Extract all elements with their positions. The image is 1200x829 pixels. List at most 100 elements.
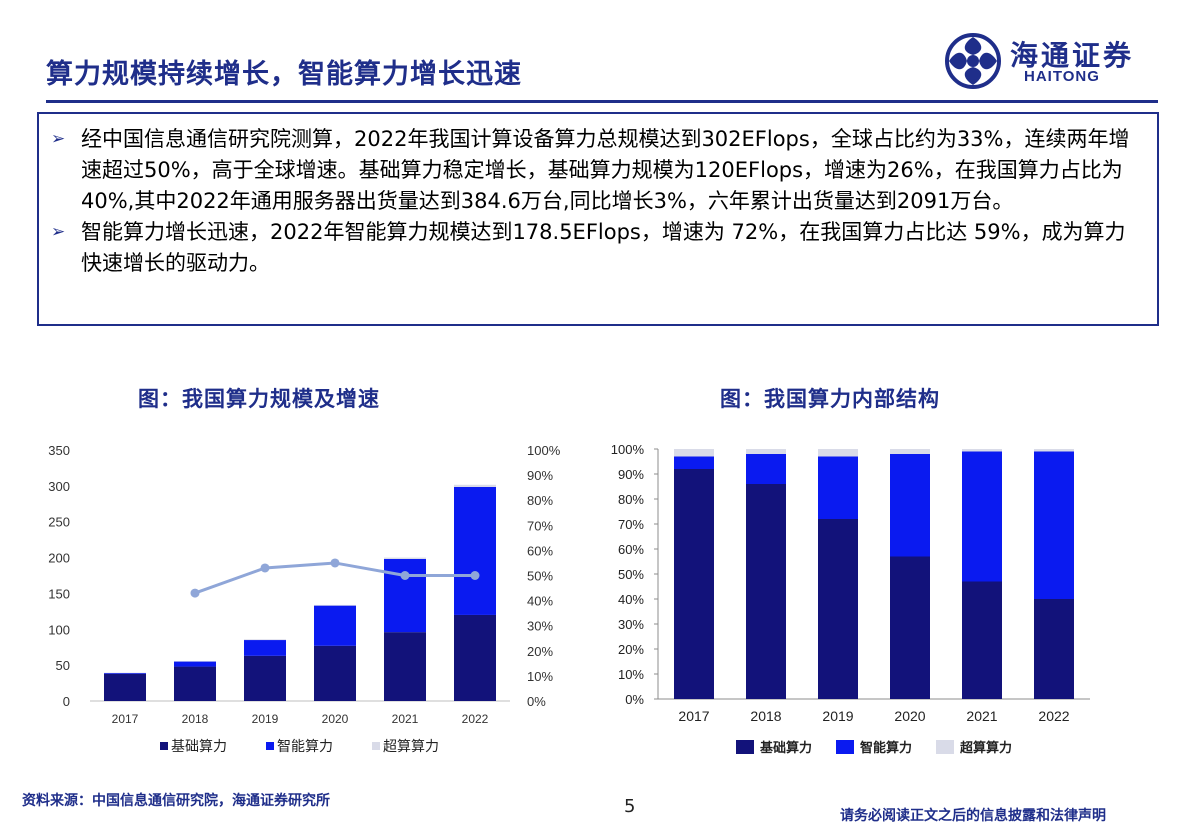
y-tick-label: 100% — [611, 442, 645, 457]
y-tick-label: 30% — [618, 617, 644, 632]
x-tick-label: 2019 — [822, 708, 853, 724]
y-tick-label: 20% — [618, 642, 644, 657]
bar-segment — [674, 469, 714, 699]
bar-segment — [244, 639, 286, 641]
legend-swatch — [266, 742, 274, 750]
bar-segment — [962, 581, 1002, 699]
y2-tick-label: 60% — [527, 543, 553, 558]
bar-segment — [674, 449, 714, 457]
x-tick-label: 2020 — [322, 712, 349, 726]
y-tick-label: 10% — [618, 667, 644, 682]
bar-segment — [818, 449, 858, 457]
bar-segment — [244, 655, 286, 701]
legend-swatch — [372, 742, 380, 750]
x-tick-label: 2018 — [750, 708, 781, 724]
y-tick-label: 200 — [48, 551, 70, 566]
title-divider — [46, 100, 1158, 103]
bar-segment — [104, 673, 146, 674]
summary-box: ➢ 经中国信息通信研究院测算，2022年我国计算设备算力总规模达到302EFlo… — [37, 112, 1159, 326]
legend-label: 超算算力 — [383, 738, 439, 754]
bar-segment — [962, 449, 1002, 452]
growth-point — [260, 563, 270, 573]
legend-label: 超算算力 — [960, 740, 1012, 755]
y-tick-label: 250 — [48, 515, 70, 530]
y2-tick-label: 50% — [527, 569, 553, 584]
y-tick-label: 80% — [618, 492, 644, 507]
bar-segment — [890, 556, 930, 699]
bar-segment — [674, 456, 714, 469]
legal-disclaimer: 请务必阅读正文之后的信息披露和法律声明 — [840, 808, 1106, 824]
bar-segment — [384, 557, 426, 560]
bar-segment — [962, 451, 1002, 582]
legend-label: 基础算力 — [171, 738, 227, 754]
legend-swatch — [836, 740, 854, 754]
x-tick-label: 2021 — [392, 712, 419, 726]
arrow-bullet-icon: ➢ — [51, 129, 66, 149]
page-number: 5 — [624, 796, 636, 817]
x-tick-label: 2022 — [462, 712, 489, 726]
bar-segment — [314, 605, 356, 646]
legend-label: 智能算力 — [277, 738, 333, 754]
bar-segment — [174, 661, 216, 667]
arrow-bullet-icon: ➢ — [51, 222, 66, 242]
y-tick-label: 50% — [618, 567, 644, 582]
growth-point — [470, 571, 480, 580]
y2-tick-label: 10% — [527, 669, 553, 684]
bar-segment — [384, 632, 426, 701]
bar-segment — [314, 645, 356, 701]
bar-segment — [1034, 451, 1074, 599]
bar-segment — [746, 449, 786, 454]
chart2-title: 图：我国算力内部结构 — [720, 387, 940, 411]
y-tick-label: 40% — [618, 592, 644, 607]
bar-segment — [1034, 599, 1074, 699]
y2-tick-label: 30% — [527, 619, 553, 634]
legend-label: 智能算力 — [860, 740, 912, 755]
bar-segment — [104, 673, 146, 701]
x-tick-label: 2018 — [182, 712, 209, 726]
chart1-title: 图：我国算力规模及增速 — [138, 387, 380, 411]
bar-segment — [454, 486, 496, 615]
x-tick-label: 2017 — [112, 712, 139, 726]
bullet-item: ➢ 智能算力增长迅速，2022年智能算力规模达到178.5EFlops，增速为 … — [51, 217, 1143, 279]
bar-segment — [1034, 449, 1074, 452]
chart1-scale-and-growth: 0 50 100 150 200 250 300 350 0% 10% 20% 30% 40% 50% 60… — [48, 443, 561, 754]
legend-label: 基础算力 — [759, 740, 812, 755]
y2-tick-label: 70% — [527, 518, 553, 533]
bar-segment — [454, 484, 496, 487]
growth-line — [194, 561, 475, 595]
bar-segment — [746, 484, 786, 699]
bar-segment — [314, 604, 356, 606]
haitong-logo: 海通证券 HAITONG — [944, 32, 1158, 90]
y-tick-label: 300 — [48, 479, 70, 494]
x-tick-label: 2017 — [678, 708, 709, 724]
y2-tick-label: 80% — [527, 493, 553, 508]
logo-cn-text: 海通证券 — [1010, 39, 1135, 72]
y-tick-label: 150 — [48, 586, 70, 601]
y-tick-label: 60% — [618, 542, 644, 557]
growth-point — [400, 571, 410, 580]
chart2-internal-structure: 0% 10% 20% 30% 40% 50% 60% 70% 80% 90% 100% 2017 201… — [611, 442, 1090, 755]
y-tick-label: 90% — [618, 467, 644, 482]
y2-tick-label: 100% — [527, 443, 561, 458]
x-tick-label: 2021 — [966, 708, 997, 724]
bullet-text: 经中国信息通信研究院测算，2022年我国计算设备算力总规模达到302EFlops… — [81, 127, 1130, 213]
bar-segment — [746, 454, 786, 484]
bar-segment — [454, 614, 496, 701]
legend-swatch — [160, 742, 168, 750]
y2-tick-label: 20% — [527, 644, 553, 659]
bar-segment — [244, 640, 286, 656]
growth-point — [330, 558, 340, 568]
y2-tick-label: 0% — [527, 694, 546, 709]
bar-segment — [818, 519, 858, 699]
bullet-item: ➢ 经中国信息通信研究院测算，2022年我国计算设备算力总规模达到302EFlo… — [51, 124, 1143, 217]
logo-en-text: HAITONG — [1024, 68, 1100, 85]
bar-segment — [890, 449, 930, 454]
growth-point — [190, 588, 200, 598]
y2-tick-label: 90% — [527, 468, 553, 483]
y-tick-label: 0 — [63, 694, 70, 709]
x-tick-label: 2022 — [1038, 708, 1069, 724]
bar-segment — [174, 666, 216, 701]
source-note: 资料来源：中国信息通信研究院，海通证券研究所 — [22, 793, 330, 809]
y-tick-label: 350 — [48, 443, 70, 458]
bar-segment — [384, 559, 426, 633]
